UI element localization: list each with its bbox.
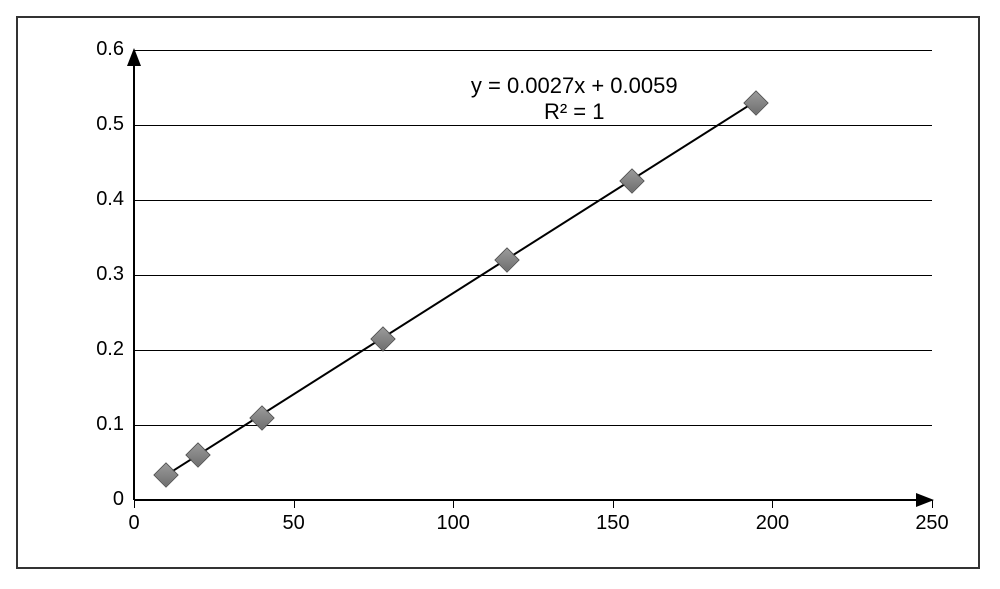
equation-line: y = 0.0027x + 0.0059: [471, 73, 678, 99]
chart-frame: 00.10.20.30.40.50.6050100150200250y = 0.…: [16, 16, 980, 569]
equation-line: R² = 1: [471, 99, 678, 125]
equation-text: y = 0.0027x + 0.0059R² = 1: [471, 73, 678, 125]
y-axis-arrowhead: [127, 48, 141, 66]
x-axis-arrowhead: [916, 493, 934, 507]
